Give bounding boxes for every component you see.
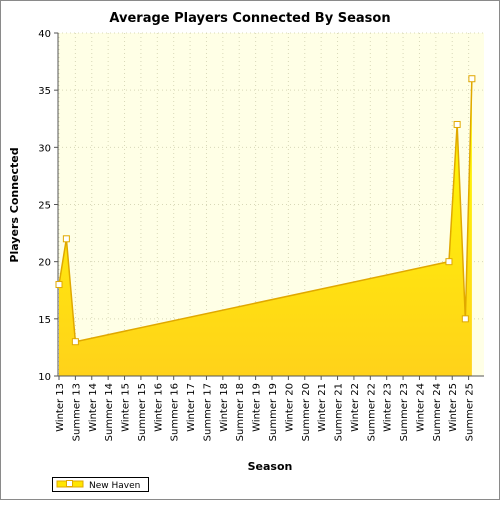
x-tick-label: Summer 25 — [465, 383, 476, 441]
data-point — [71, 338, 79, 346]
data-point — [445, 258, 453, 266]
x-tick-label: Winter 21 — [317, 383, 328, 432]
x-tick-label: Summer 17 — [202, 383, 213, 441]
legend: New Haven — [52, 477, 149, 492]
x-tick-label: Winter 13 — [55, 383, 66, 432]
y-tick-label: 30 — [38, 143, 51, 154]
axis-layer — [54, 32, 484, 380]
x-tick-label: Winter 18 — [219, 383, 230, 432]
y-tick-label: 15 — [38, 315, 51, 326]
x-tick-label: Winter 23 — [383, 383, 394, 432]
x-tick-label: Winter 19 — [252, 383, 263, 432]
x-tick-label: Summer 20 — [301, 383, 312, 441]
x-tick-label: Winter 16 — [153, 383, 164, 432]
y-tick-label: 35 — [38, 86, 51, 97]
y-tick-labels: 10 15 20 25 30 35 40 — [38, 29, 51, 383]
x-tick-label: Winter 15 — [121, 383, 132, 432]
y-tick-label: 20 — [38, 258, 51, 269]
x-tick-label: Winter 14 — [88, 383, 99, 432]
x-tick-label: Summer 13 — [71, 383, 82, 441]
x-tick-label: Summer 14 — [104, 383, 115, 441]
data-point — [62, 235, 70, 243]
x-tick-label: Summer 22 — [366, 383, 377, 441]
chart-title: Average Players Connected By Season — [109, 11, 390, 26]
series-area-new-haven — [59, 78, 472, 376]
y-axis-title: Players Connected — [8, 147, 21, 262]
x-tick-label: Winter 25 — [448, 383, 459, 432]
legend-label: New Haven — [89, 481, 140, 491]
y-tick-label: 40 — [38, 29, 51, 40]
x-tick-label: Summer 18 — [235, 383, 246, 441]
x-tick-label: Summer 15 — [137, 383, 148, 441]
data-point — [461, 315, 469, 323]
data-point — [453, 120, 461, 128]
x-tick-label: Summer 21 — [334, 383, 345, 441]
data-point — [55, 281, 63, 289]
y-tick-label: 10 — [38, 372, 51, 383]
points-layer — [55, 75, 476, 346]
data-point — [468, 75, 476, 83]
y-tick-label: 25 — [38, 201, 51, 212]
x-tick-label: Summer 24 — [432, 383, 443, 441]
x-tick-label: Winter 17 — [186, 383, 197, 432]
x-tick-label: Winter 20 — [284, 383, 295, 432]
x-tick-label: Winter 22 — [350, 383, 361, 432]
x-tick-label: Summer 23 — [399, 383, 410, 441]
x-tick-label: Summer 19 — [268, 383, 279, 441]
x-tick-label: Summer 16 — [170, 383, 181, 441]
x-tick-label: Winter 24 — [415, 383, 426, 432]
x-tick-labels: Winter 13 Summer 13 Winter 14 Summer 14 Wint… — [55, 383, 476, 441]
x-axis-title: Season — [248, 460, 293, 473]
legend-marker — [66, 480, 73, 487]
